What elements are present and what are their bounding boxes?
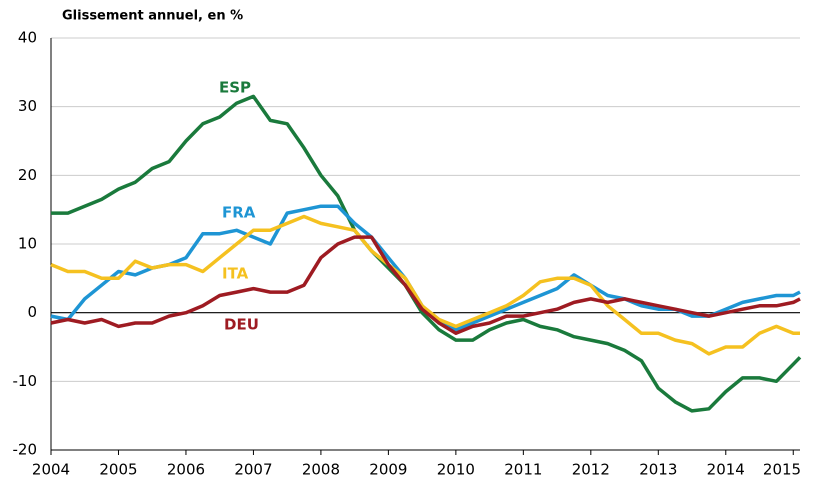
y-tick-label: 40 — [18, 29, 37, 47]
x-tick-label: 2004 — [32, 461, 70, 479]
series-label: ITA — [222, 265, 249, 283]
y-tick-label: -20 — [13, 441, 38, 459]
y-tick-label: 10 — [18, 235, 37, 253]
series-label: FRA — [222, 204, 256, 222]
x-tick-label: 2007 — [234, 461, 272, 479]
y-tick-label: 0 — [27, 303, 37, 321]
y-tick-label: 30 — [18, 97, 37, 115]
x-tick-label: 2008 — [302, 461, 340, 479]
series-label: DEU — [224, 316, 259, 334]
x-tick-label: 2005 — [99, 461, 137, 479]
series-line — [50, 214, 800, 356]
x-tick-label: 2012 — [572, 461, 610, 479]
series-line — [51, 94, 802, 413]
series-line — [50, 235, 801, 336]
x-tick-label: 2006 — [167, 461, 205, 479]
y-tick-label: 20 — [18, 166, 37, 184]
x-tick-label: 2009 — [369, 461, 407, 479]
x-tick-label: 2010 — [437, 461, 475, 479]
chart-title: Glissement annuel, en % — [62, 9, 243, 24]
series-label: ESP — [219, 79, 251, 97]
x-tick-label: 2015 — [763, 461, 801, 479]
y-tick-label: -10 — [13, 372, 38, 390]
x-tick-label: 2014 — [707, 461, 745, 479]
x-tick-label: 2011 — [504, 461, 542, 479]
x-tick-label: 2013 — [639, 461, 677, 479]
